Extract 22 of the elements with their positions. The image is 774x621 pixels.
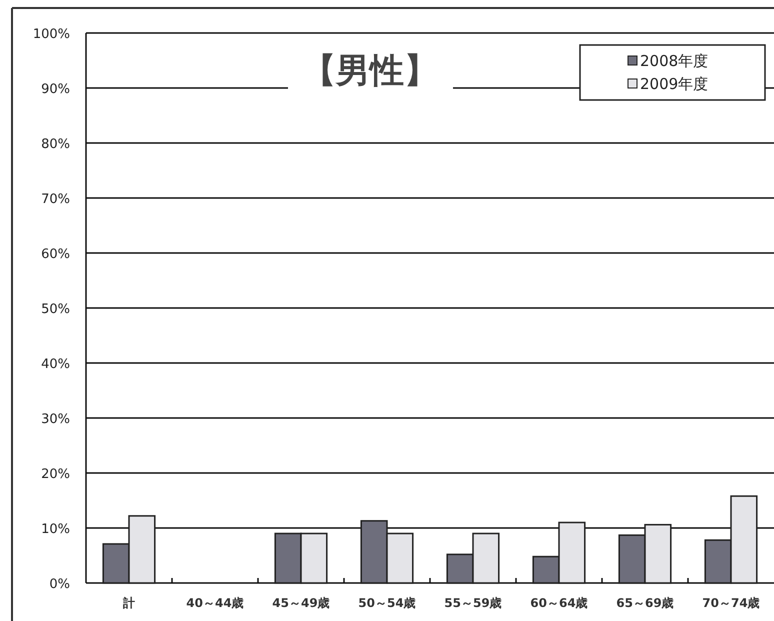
y-tick-label: 50% — [41, 302, 70, 317]
y-tick-label: 10% — [41, 522, 70, 537]
x-tick-label: 55～59歳 — [444, 596, 502, 610]
x-tick-label: 計 — [122, 596, 135, 610]
y-tick-label: 100% — [32, 27, 70, 42]
y-tick-label: 80% — [41, 137, 70, 152]
text: 【男性】 — [302, 51, 438, 91]
x-tick-label: 40～44歳 — [186, 596, 244, 610]
x-tick-label: 45～49歳 — [272, 596, 330, 610]
y-tick-label: 0% — [49, 577, 70, 592]
x-tick-label: 65～69歳 — [616, 596, 674, 610]
y-tick-label: 60% — [41, 247, 70, 262]
y-tick-label: 20% — [41, 467, 70, 482]
y-tick-label: 70% — [41, 192, 70, 207]
x-tick-label: 60～64歳 — [530, 596, 588, 610]
y-tick-label: 40% — [41, 357, 70, 372]
x-tick-label: 50～54歳 — [358, 596, 416, 610]
legend-label: 2008年度 — [640, 52, 708, 70]
y-tick-label: 90% — [41, 82, 70, 97]
y-tick-label: 30% — [41, 412, 70, 427]
legend-label: 2009年度 — [640, 75, 708, 93]
x-tick-label: 70～74歳 — [702, 596, 760, 610]
